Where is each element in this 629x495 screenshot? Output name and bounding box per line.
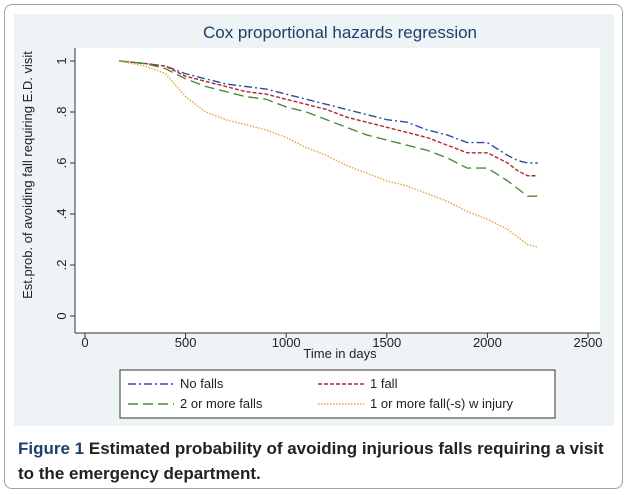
legend-label: 1 fall [370, 376, 398, 391]
series-line [119, 60, 538, 177]
y-tick-label: .2 [54, 260, 69, 271]
legend-label: 2 or more falls [180, 396, 263, 411]
caption-label: Figure 1 [18, 439, 85, 458]
x-tick-label: 0 [81, 335, 88, 350]
chart: Cox proportional hazards regression Time… [14, 14, 614, 426]
x-tick-label: 2000 [473, 335, 502, 350]
y-axis-label: Est.prob. of avoiding fall requiring E.D… [20, 51, 35, 299]
x-tick-label: 500 [175, 335, 197, 350]
x-tick-label: 1000 [272, 335, 301, 350]
legend-label: No falls [180, 376, 224, 391]
series-line [119, 60, 538, 248]
plot-area [75, 48, 600, 333]
x-axis-label: Time in days [303, 346, 377, 361]
figure-frame [4, 4, 623, 489]
x-tick-label: 2500 [574, 335, 603, 350]
y-tick-label: .8 [54, 107, 69, 118]
x-tick-label: 1500 [372, 335, 401, 350]
series-line [119, 60, 538, 197]
y-tick-label: .4 [54, 209, 69, 220]
chart-title: Cox proportional hazards regression [203, 23, 477, 42]
caption-text: Estimated probability of avoiding injuri… [18, 439, 604, 483]
y-tick-label: 0 [54, 312, 69, 319]
caption: Figure 1 Estimated probability of avoidi… [18, 436, 608, 486]
series-line [119, 60, 538, 164]
legend-label: 1 or more fall(-s) w injury [370, 396, 514, 411]
y-tick-label: 1 [54, 57, 69, 64]
y-tick-label: .6 [54, 158, 69, 169]
legend-box [119, 369, 556, 419]
